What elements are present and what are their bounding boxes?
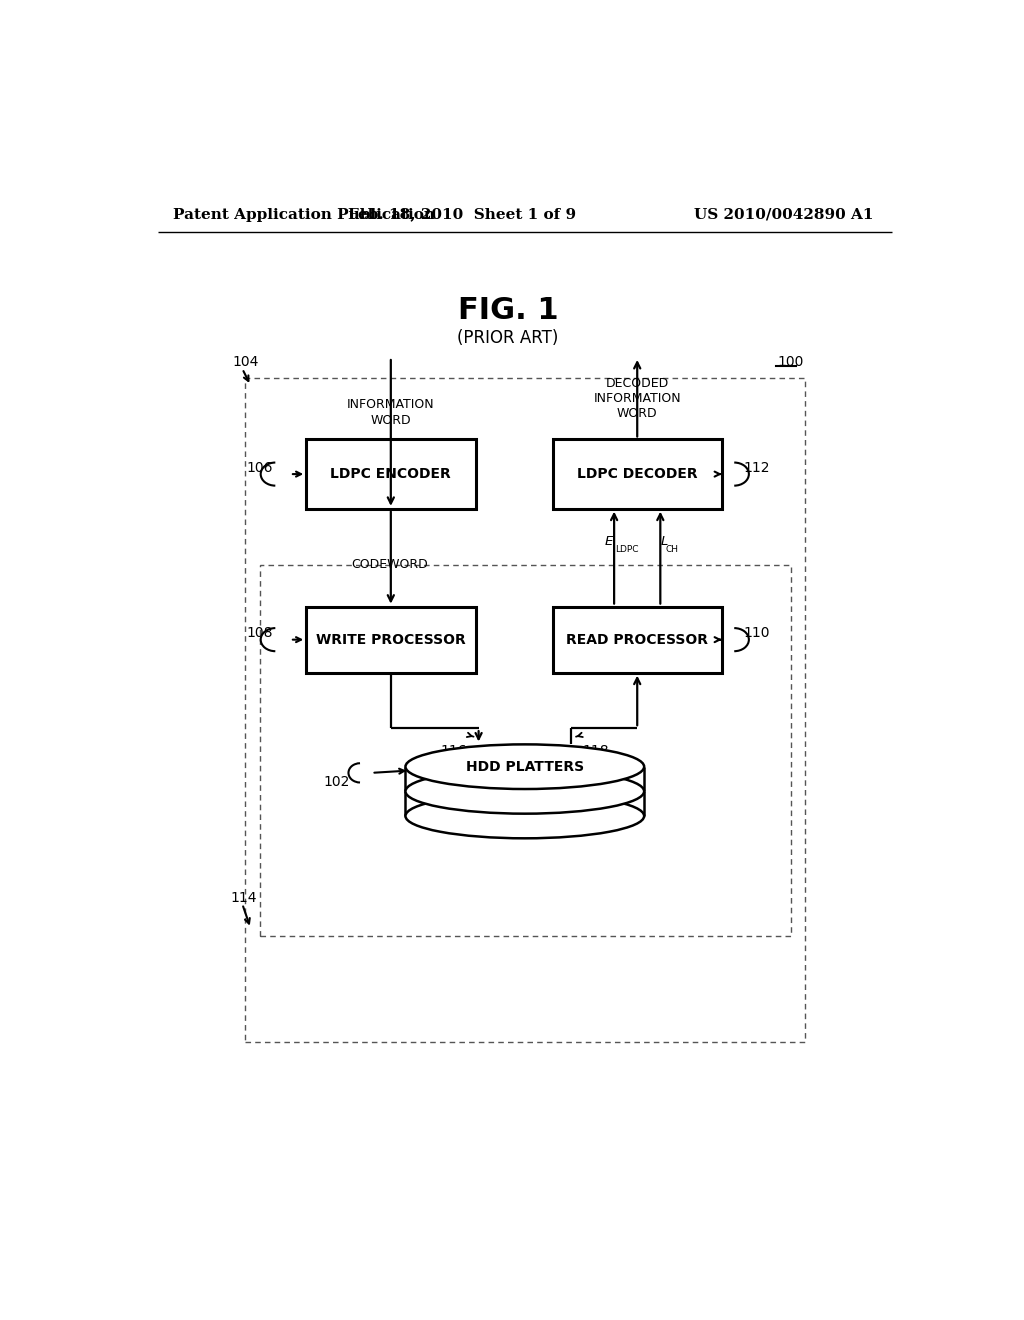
Text: CODEWORD: CODEWORD xyxy=(351,557,428,570)
Text: 114: 114 xyxy=(230,891,257,904)
Ellipse shape xyxy=(406,744,644,789)
Text: HDD PLATTERS: HDD PLATTERS xyxy=(466,760,584,774)
Text: 100: 100 xyxy=(777,355,804,368)
Text: 106: 106 xyxy=(246,461,272,475)
Text: INFORMATION
WORD: INFORMATION WORD xyxy=(347,399,434,426)
Bar xyxy=(245,378,805,1043)
Text: READ PROCESSOR: READ PROCESSOR xyxy=(566,632,709,647)
Bar xyxy=(553,607,722,673)
Text: 108: 108 xyxy=(246,627,272,640)
Text: E: E xyxy=(605,536,613,548)
Bar xyxy=(306,607,475,673)
Text: 104: 104 xyxy=(232,355,259,370)
Text: US 2010/0042890 A1: US 2010/0042890 A1 xyxy=(694,207,873,222)
Ellipse shape xyxy=(406,770,644,813)
Text: 112: 112 xyxy=(743,461,770,475)
Text: L: L xyxy=(662,536,669,548)
Text: LDPC DECODER: LDPC DECODER xyxy=(577,467,697,480)
Ellipse shape xyxy=(406,793,644,838)
Text: 116: 116 xyxy=(440,744,467,758)
Text: DECODED
INFORMATION
WORD: DECODED INFORMATION WORD xyxy=(593,378,681,420)
Text: (PRIOR ART): (PRIOR ART) xyxy=(457,329,558,347)
Text: CH: CH xyxy=(666,545,679,554)
Text: Feb. 18, 2010  Sheet 1 of 9: Feb. 18, 2010 Sheet 1 of 9 xyxy=(347,207,575,222)
Bar xyxy=(260,565,792,936)
Text: LDPC: LDPC xyxy=(614,545,638,554)
Text: FIG. 1: FIG. 1 xyxy=(458,297,558,325)
Text: Patent Application Publication: Patent Application Publication xyxy=(173,207,435,222)
Text: 102: 102 xyxy=(324,775,350,789)
Text: WRITE PROCESSOR: WRITE PROCESSOR xyxy=(316,632,466,647)
Text: 110: 110 xyxy=(743,627,770,640)
Text: 118: 118 xyxy=(583,744,609,758)
Bar xyxy=(306,440,475,508)
Bar xyxy=(553,440,722,508)
Text: LDPC ENCODER: LDPC ENCODER xyxy=(331,467,452,480)
